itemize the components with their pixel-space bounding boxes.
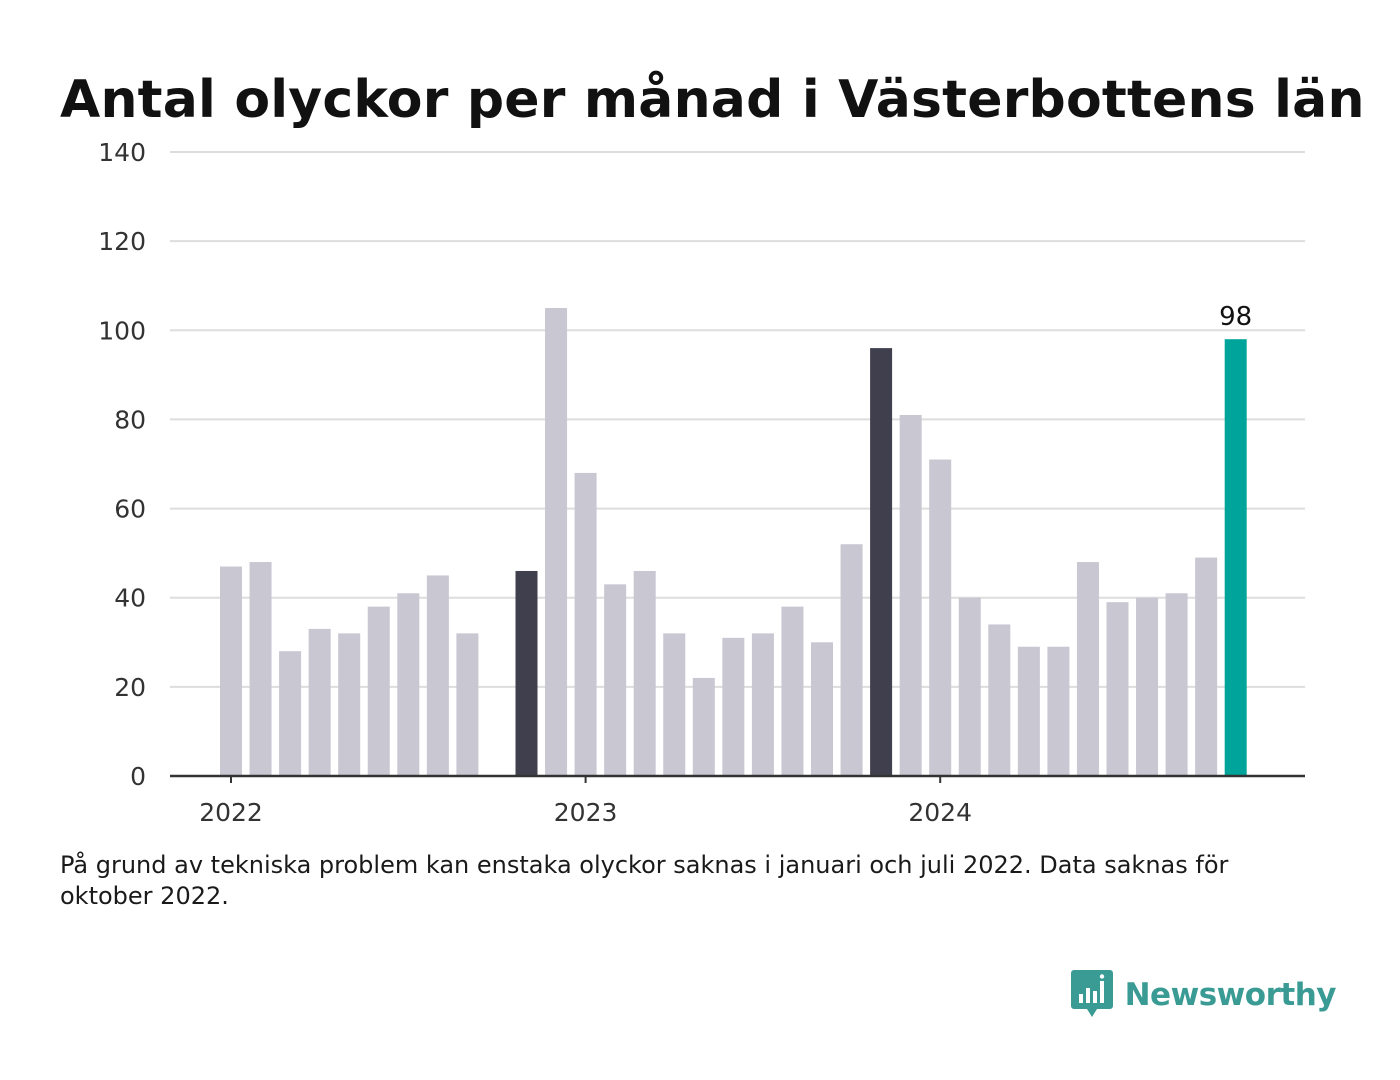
y-axis-tick-labels: 0 20 40 60 80 100 120 140	[98, 138, 146, 791]
bar-2024-02	[958, 597, 981, 776]
bar-2022-04	[308, 628, 331, 776]
bar-2022-12	[545, 308, 568, 776]
bar-2023-06	[722, 637, 745, 776]
data-labels: 98	[1219, 302, 1252, 332]
y-tick-label: 120	[98, 227, 146, 256]
x-axis-tick-labels: 2022 2023 2024	[199, 798, 972, 827]
bar-2022-09	[456, 633, 479, 776]
bars	[220, 308, 1247, 776]
bar-2022-08	[426, 575, 449, 776]
bar-2024-10	[1195, 557, 1218, 776]
bar-2022-11	[515, 570, 538, 776]
bar-2023-10	[840, 544, 863, 776]
newsworthy-logo-icon	[1070, 970, 1113, 1017]
bar-2023-05	[692, 677, 715, 776]
bar-2024-04	[1017, 646, 1040, 776]
y-tick-label: 60	[114, 495, 146, 524]
y-tick-label: 40	[114, 584, 146, 613]
bar-2023-01	[574, 472, 597, 776]
bar-2024-08	[1136, 597, 1159, 776]
bar-2024-01	[929, 459, 952, 776]
bar-2023-12	[899, 414, 922, 776]
gridlines	[170, 151, 1305, 688]
bar-2022-07	[397, 593, 420, 776]
y-tick-label: 20	[114, 673, 146, 702]
bar-2023-11	[870, 348, 893, 776]
y-tick-label: 80	[114, 405, 146, 434]
bar-2022-01	[220, 566, 242, 776]
chart-title: Antal olyckor per månad i Västerbottens …	[60, 70, 1365, 130]
bar-2023-04	[663, 633, 686, 776]
data-label: 98	[1219, 302, 1252, 332]
x-axis	[170, 774, 1305, 783]
bar-2023-08	[781, 606, 804, 776]
bar-2023-07	[751, 633, 774, 776]
bar-2023-02	[604, 584, 627, 776]
bar-2022-05	[338, 633, 361, 776]
y-tick-label: 0	[130, 762, 146, 791]
x-tick-label: 2024	[908, 798, 972, 827]
bar-2024-07	[1106, 602, 1129, 776]
x-tick-label: 2023	[554, 798, 618, 827]
bar-2023-03	[633, 570, 656, 776]
y-tick-label: 100	[98, 316, 146, 345]
x-tick-label: 2022	[199, 798, 263, 827]
bar-2024-06	[1076, 562, 1099, 776]
bar-2022-02	[249, 562, 272, 776]
bar-2024-11	[1224, 339, 1247, 776]
bar-2023-09	[811, 642, 833, 776]
brand-name: Newsworthy	[1124, 977, 1337, 1013]
y-tick-label: 140	[98, 138, 146, 167]
bar-2022-03	[279, 651, 302, 776]
footnote: På grund av tekniska problem kan enstaka…	[60, 851, 1229, 910]
bar-2022-06	[367, 606, 390, 776]
bar-2024-03	[988, 624, 1011, 776]
bar-chart: 0 20 40 60 80 100 120 140 2022 2023 2024 98	[98, 138, 1305, 827]
bar-2024-09	[1165, 593, 1188, 776]
brand-logo[interactable]: Newsworthy	[1070, 970, 1337, 1020]
bar-2024-05	[1047, 646, 1070, 776]
